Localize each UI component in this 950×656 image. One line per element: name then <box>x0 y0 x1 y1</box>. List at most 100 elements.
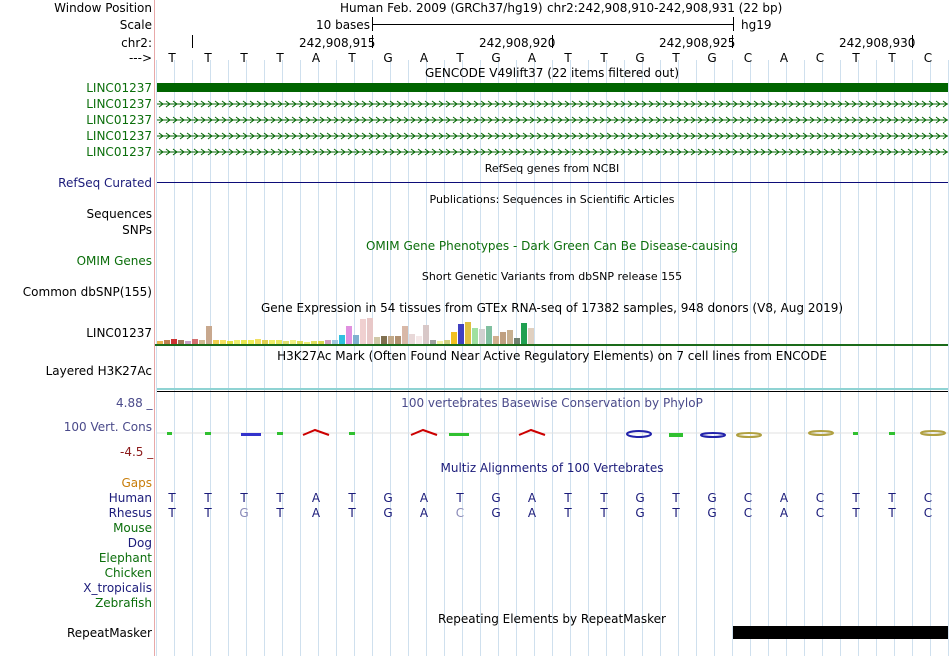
base-letter: G <box>635 491 645 505</box>
species-label-mouse[interactable]: Mouse <box>113 521 152 535</box>
species-label-human[interactable]: Human <box>108 491 152 505</box>
gtex-tissue-bar[interactable] <box>521 323 527 344</box>
gtex-tissue-bar[interactable] <box>353 335 359 344</box>
gtex-tissue-bar[interactable] <box>164 340 170 344</box>
gtex-track-title: Gene Expression in 54 tissues from GTEx … <box>260 301 844 315</box>
gtex-tissue-bar[interactable] <box>283 341 289 344</box>
h3k27ac-track-label[interactable]: Layered H3K27Ac <box>45 364 152 378</box>
gencode-gene-label[interactable]: LINC01237 <box>86 81 152 95</box>
gtex-tissue-bar[interactable] <box>402 326 408 344</box>
gtex-tissue-bar[interactable] <box>339 335 345 344</box>
dbsnp-track-label[interactable]: Common dbSNP(155) <box>22 285 152 299</box>
repeatmasker-track-label[interactable]: RepeatMasker <box>66 626 152 640</box>
ruler-tick <box>912 35 913 48</box>
gtex-tissue-bar[interactable] <box>444 340 450 344</box>
gencode-gene-feature[interactable] <box>157 148 948 156</box>
gtex-expression-bars[interactable] <box>157 310 537 344</box>
gtex-tissue-bar[interactable] <box>409 334 415 344</box>
gtex-tissue-bar[interactable] <box>416 336 422 344</box>
conservation-wiggle[interactable] <box>157 426 948 442</box>
species-label-elephant[interactable]: Elephant <box>98 551 152 565</box>
gtex-tissue-bar[interactable] <box>346 326 352 344</box>
ruler-tick-label: 242,908,920 <box>479 36 556 50</box>
refseq-gene-line[interactable] <box>157 182 948 183</box>
gtex-tissue-bar[interactable] <box>171 339 177 344</box>
base-letter: T <box>564 51 572 65</box>
gtex-tissue-bar[interactable] <box>388 336 394 344</box>
gtex-tissue-bar[interactable] <box>430 340 436 344</box>
gtex-tissue-bar[interactable] <box>500 332 506 344</box>
gaps-label[interactable]: Gaps <box>121 476 152 490</box>
gtex-tissue-bar[interactable] <box>486 326 492 344</box>
gtex-tissue-bar[interactable] <box>241 340 247 344</box>
gtex-tissue-bar[interactable] <box>325 340 331 344</box>
gencode-gene-feature[interactable] <box>157 116 948 124</box>
gtex-tissue-bar[interactable] <box>458 324 464 344</box>
gtex-tissue-bar[interactable] <box>507 330 513 344</box>
gtex-tissue-bar[interactable] <box>199 340 205 344</box>
repeat-element[interactable] <box>733 626 948 639</box>
h3k27ac-signal[interactable] <box>157 388 948 390</box>
gencode-gene-label[interactable]: LINC01237 <box>86 113 152 127</box>
gtex-tissue-bar[interactable] <box>304 342 310 344</box>
gridline <box>642 60 643 656</box>
gtex-tissue-bar[interactable] <box>493 336 499 344</box>
gencode-gene-label[interactable]: LINC01237 <box>86 145 152 159</box>
gencode-gene-feature[interactable] <box>157 132 948 140</box>
scale-text: 10 bases <box>316 18 370 32</box>
gtex-tissue-bar[interactable] <box>381 336 387 344</box>
gtex-tissue-bar[interactable] <box>185 341 191 344</box>
gridline <box>804 60 805 656</box>
gtex-tissue-bar[interactable] <box>157 341 163 344</box>
gtex-tissue-bar[interactable] <box>262 340 268 344</box>
gtex-tissue-bar[interactable] <box>227 341 233 344</box>
gtex-tissue-bar[interactable] <box>472 328 478 344</box>
gtex-tissue-bar[interactable] <box>332 340 338 344</box>
species-label-zebrafish[interactable]: Zebrafish <box>95 596 152 610</box>
gencode-gene-feature[interactable] <box>157 100 948 108</box>
gtex-tissue-bar[interactable] <box>255 339 261 344</box>
gtex-track-label[interactable]: LINC01237 <box>86 326 152 340</box>
gencode-gene-label[interactable]: LINC01237 <box>86 129 152 143</box>
snps-track-label[interactable]: SNPs <box>122 223 152 237</box>
gtex-tissue-bar[interactable] <box>290 340 296 344</box>
gtex-tissue-bar[interactable] <box>192 339 198 344</box>
species-label-chicken[interactable]: Chicken <box>104 566 152 580</box>
gtex-tissue-bar[interactable] <box>297 341 303 344</box>
gtex-tissue-bar[interactable] <box>311 341 317 344</box>
gtex-tissue-bar[interactable] <box>276 340 282 344</box>
gridline <box>300 60 301 656</box>
gtex-tissue-bar[interactable] <box>437 341 443 344</box>
gtex-tissue-bar[interactable] <box>374 337 380 344</box>
gtex-tissue-bar[interactable] <box>248 340 254 344</box>
gtex-tissue-bar[interactable] <box>213 340 219 344</box>
gtex-tissue-bar[interactable] <box>178 340 184 344</box>
gtex-tissue-bar[interactable] <box>360 319 366 344</box>
gridline <box>210 60 211 656</box>
gtex-tissue-bar[interactable] <box>514 338 520 344</box>
omim-track-label[interactable]: OMIM Genes <box>76 254 152 268</box>
base-letter: T <box>672 506 680 520</box>
gtex-tissue-bar[interactable] <box>528 328 534 344</box>
publications-track-label[interactable]: Sequences <box>86 207 152 221</box>
cons-track-label[interactable]: 100 Vert. Cons <box>63 420 152 434</box>
gtex-tissue-bar[interactable] <box>465 322 471 344</box>
gtex-tissue-bar[interactable] <box>206 326 212 344</box>
gtex-tissue-bar[interactable] <box>395 336 401 344</box>
gridline <box>426 60 427 656</box>
gtex-tissue-bar[interactable] <box>479 329 485 344</box>
gtex-tissue-bar[interactable] <box>220 340 226 344</box>
gtex-tissue-bar[interactable] <box>318 341 324 344</box>
gtex-tissue-bar[interactable] <box>234 340 240 344</box>
gencode-gene-feature[interactable] <box>157 83 948 92</box>
gtex-tissue-bar[interactable] <box>451 332 457 344</box>
species-label-x-tropicalis[interactable]: X_tropicalis <box>83 581 152 595</box>
gtex-tissue-bar[interactable] <box>269 340 275 344</box>
gtex-tissue-bar[interactable] <box>367 318 373 344</box>
species-label-dog[interactable]: Dog <box>127 536 152 550</box>
gtex-tissue-bar[interactable] <box>423 325 429 344</box>
refseq-track-label[interactable]: RefSeq Curated <box>58 176 152 190</box>
species-label-rhesus[interactable]: Rhesus <box>108 506 152 520</box>
gencode-gene-label[interactable]: LINC01237 <box>86 97 152 111</box>
gridline <box>534 60 535 656</box>
